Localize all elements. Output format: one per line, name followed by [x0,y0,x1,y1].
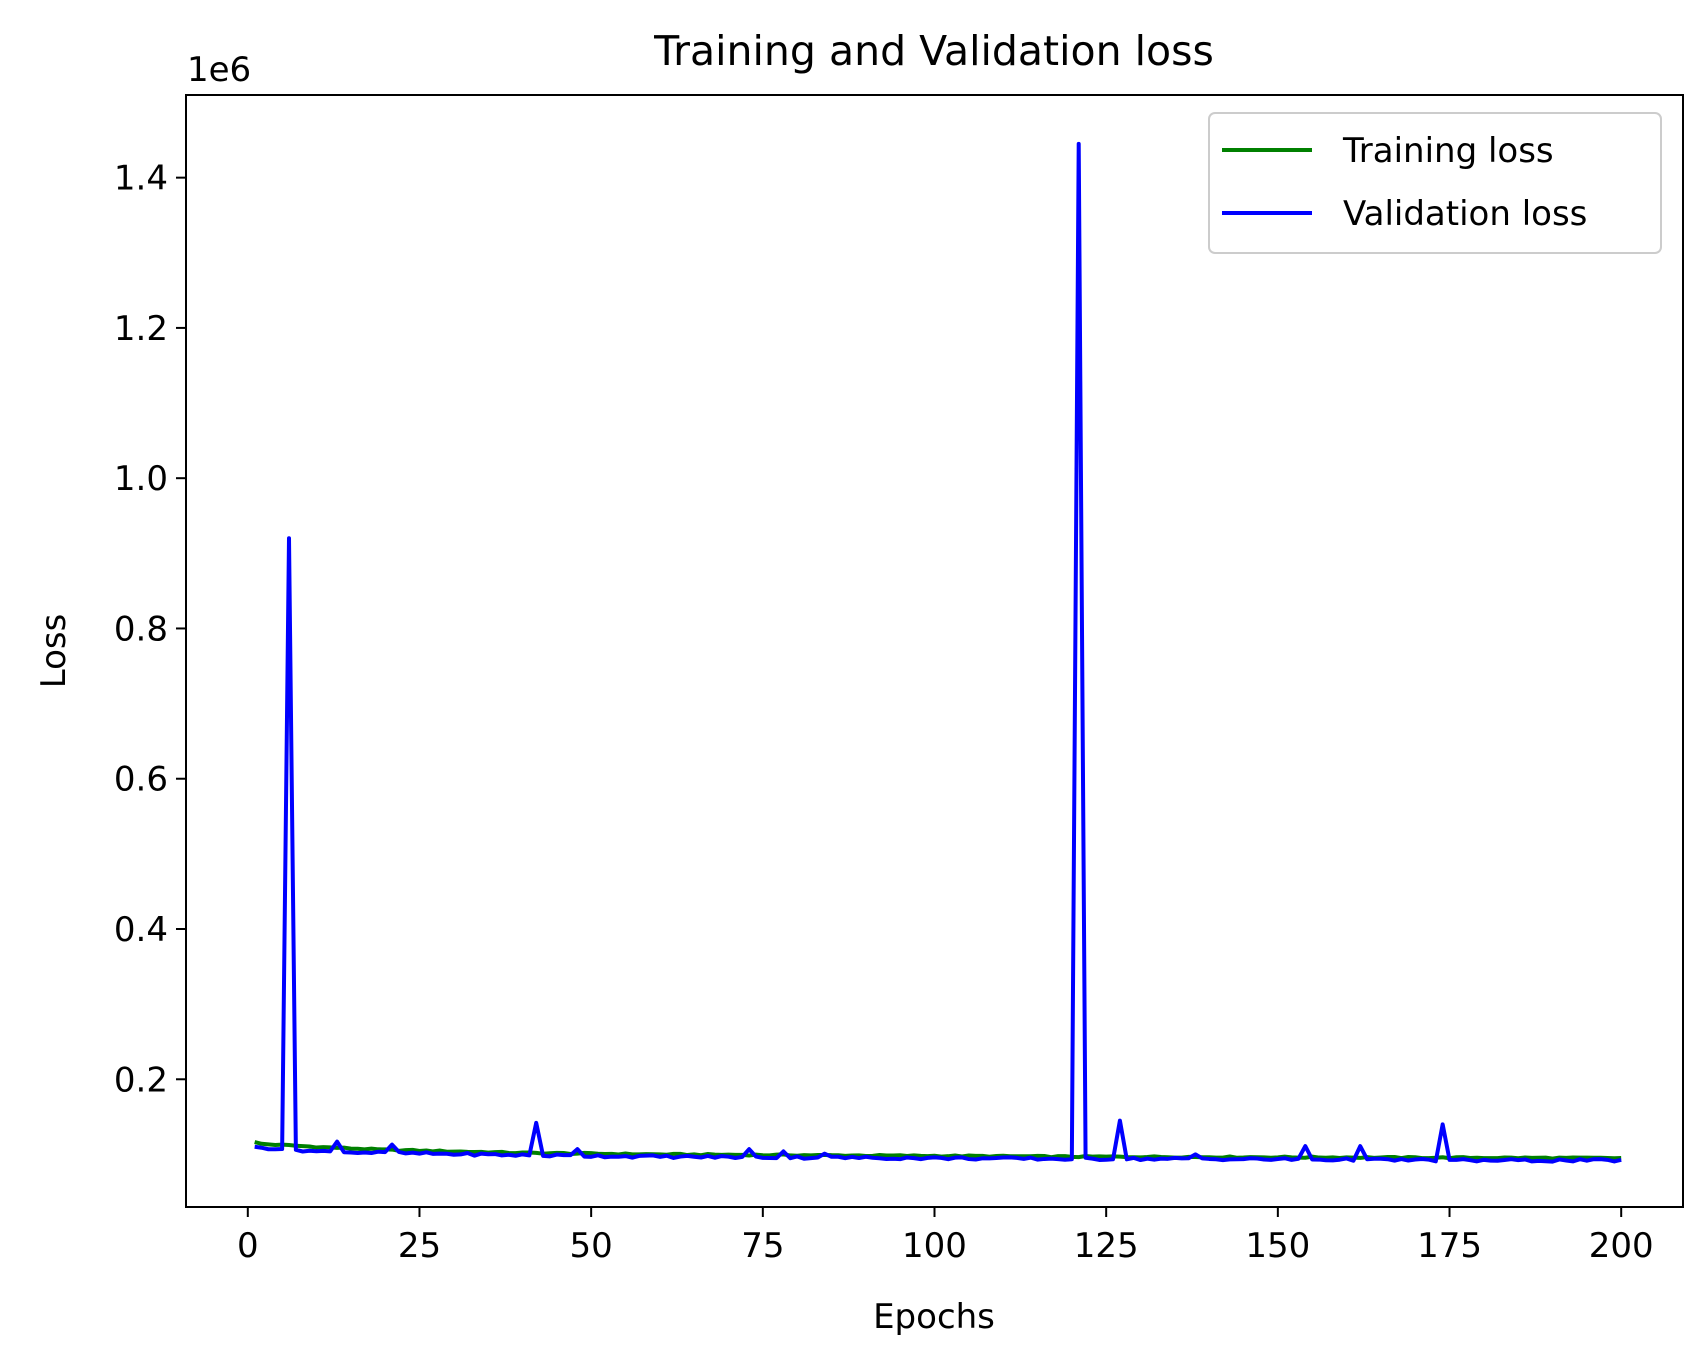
x-tick-label: 75 [741,1226,784,1266]
y-tick-label: 0.4 [114,910,168,950]
validation-loss-line [254,141,1622,1164]
y-tick-label: 0.2 [114,1060,168,1100]
x-tick-label: 100 [902,1226,967,1266]
y-axis-label: Loss [34,614,74,689]
x-tick-label: 50 [570,1226,613,1266]
y-tick-label: 0.6 [114,760,168,800]
legend-box [1208,112,1662,254]
y-tick-label: 1.4 [114,159,168,199]
legend-label-validation: Validation loss [1343,194,1587,234]
plot-area [254,141,1622,1164]
x-axis-label: Epochs [873,1297,995,1337]
x-tick-label: 200 [1589,1226,1654,1266]
y-tick-label: 0.8 [114,609,168,649]
legend: Training loss Validation loss [1208,112,1662,254]
x-tick-label: 175 [1417,1226,1482,1266]
legend-label-training: Training loss [1342,131,1554,171]
x-tick-label: 0 [237,1226,259,1266]
chart-title: Training and Validation loss [653,27,1214,75]
x-tick-label: 150 [1245,1226,1310,1266]
y-tick-label: 1.0 [114,459,168,499]
x-axis: 0 25 50 75 100 125 150 175 200 [237,1207,1654,1266]
x-tick-label: 25 [398,1226,441,1266]
y-offset-label: 1e6 [187,50,251,90]
y-axis: 0.2 0.4 0.6 0.8 1.0 1.2 1.4 [114,159,186,1100]
x-tick-label: 125 [1074,1226,1139,1266]
y-tick-label: 1.2 [114,309,168,349]
